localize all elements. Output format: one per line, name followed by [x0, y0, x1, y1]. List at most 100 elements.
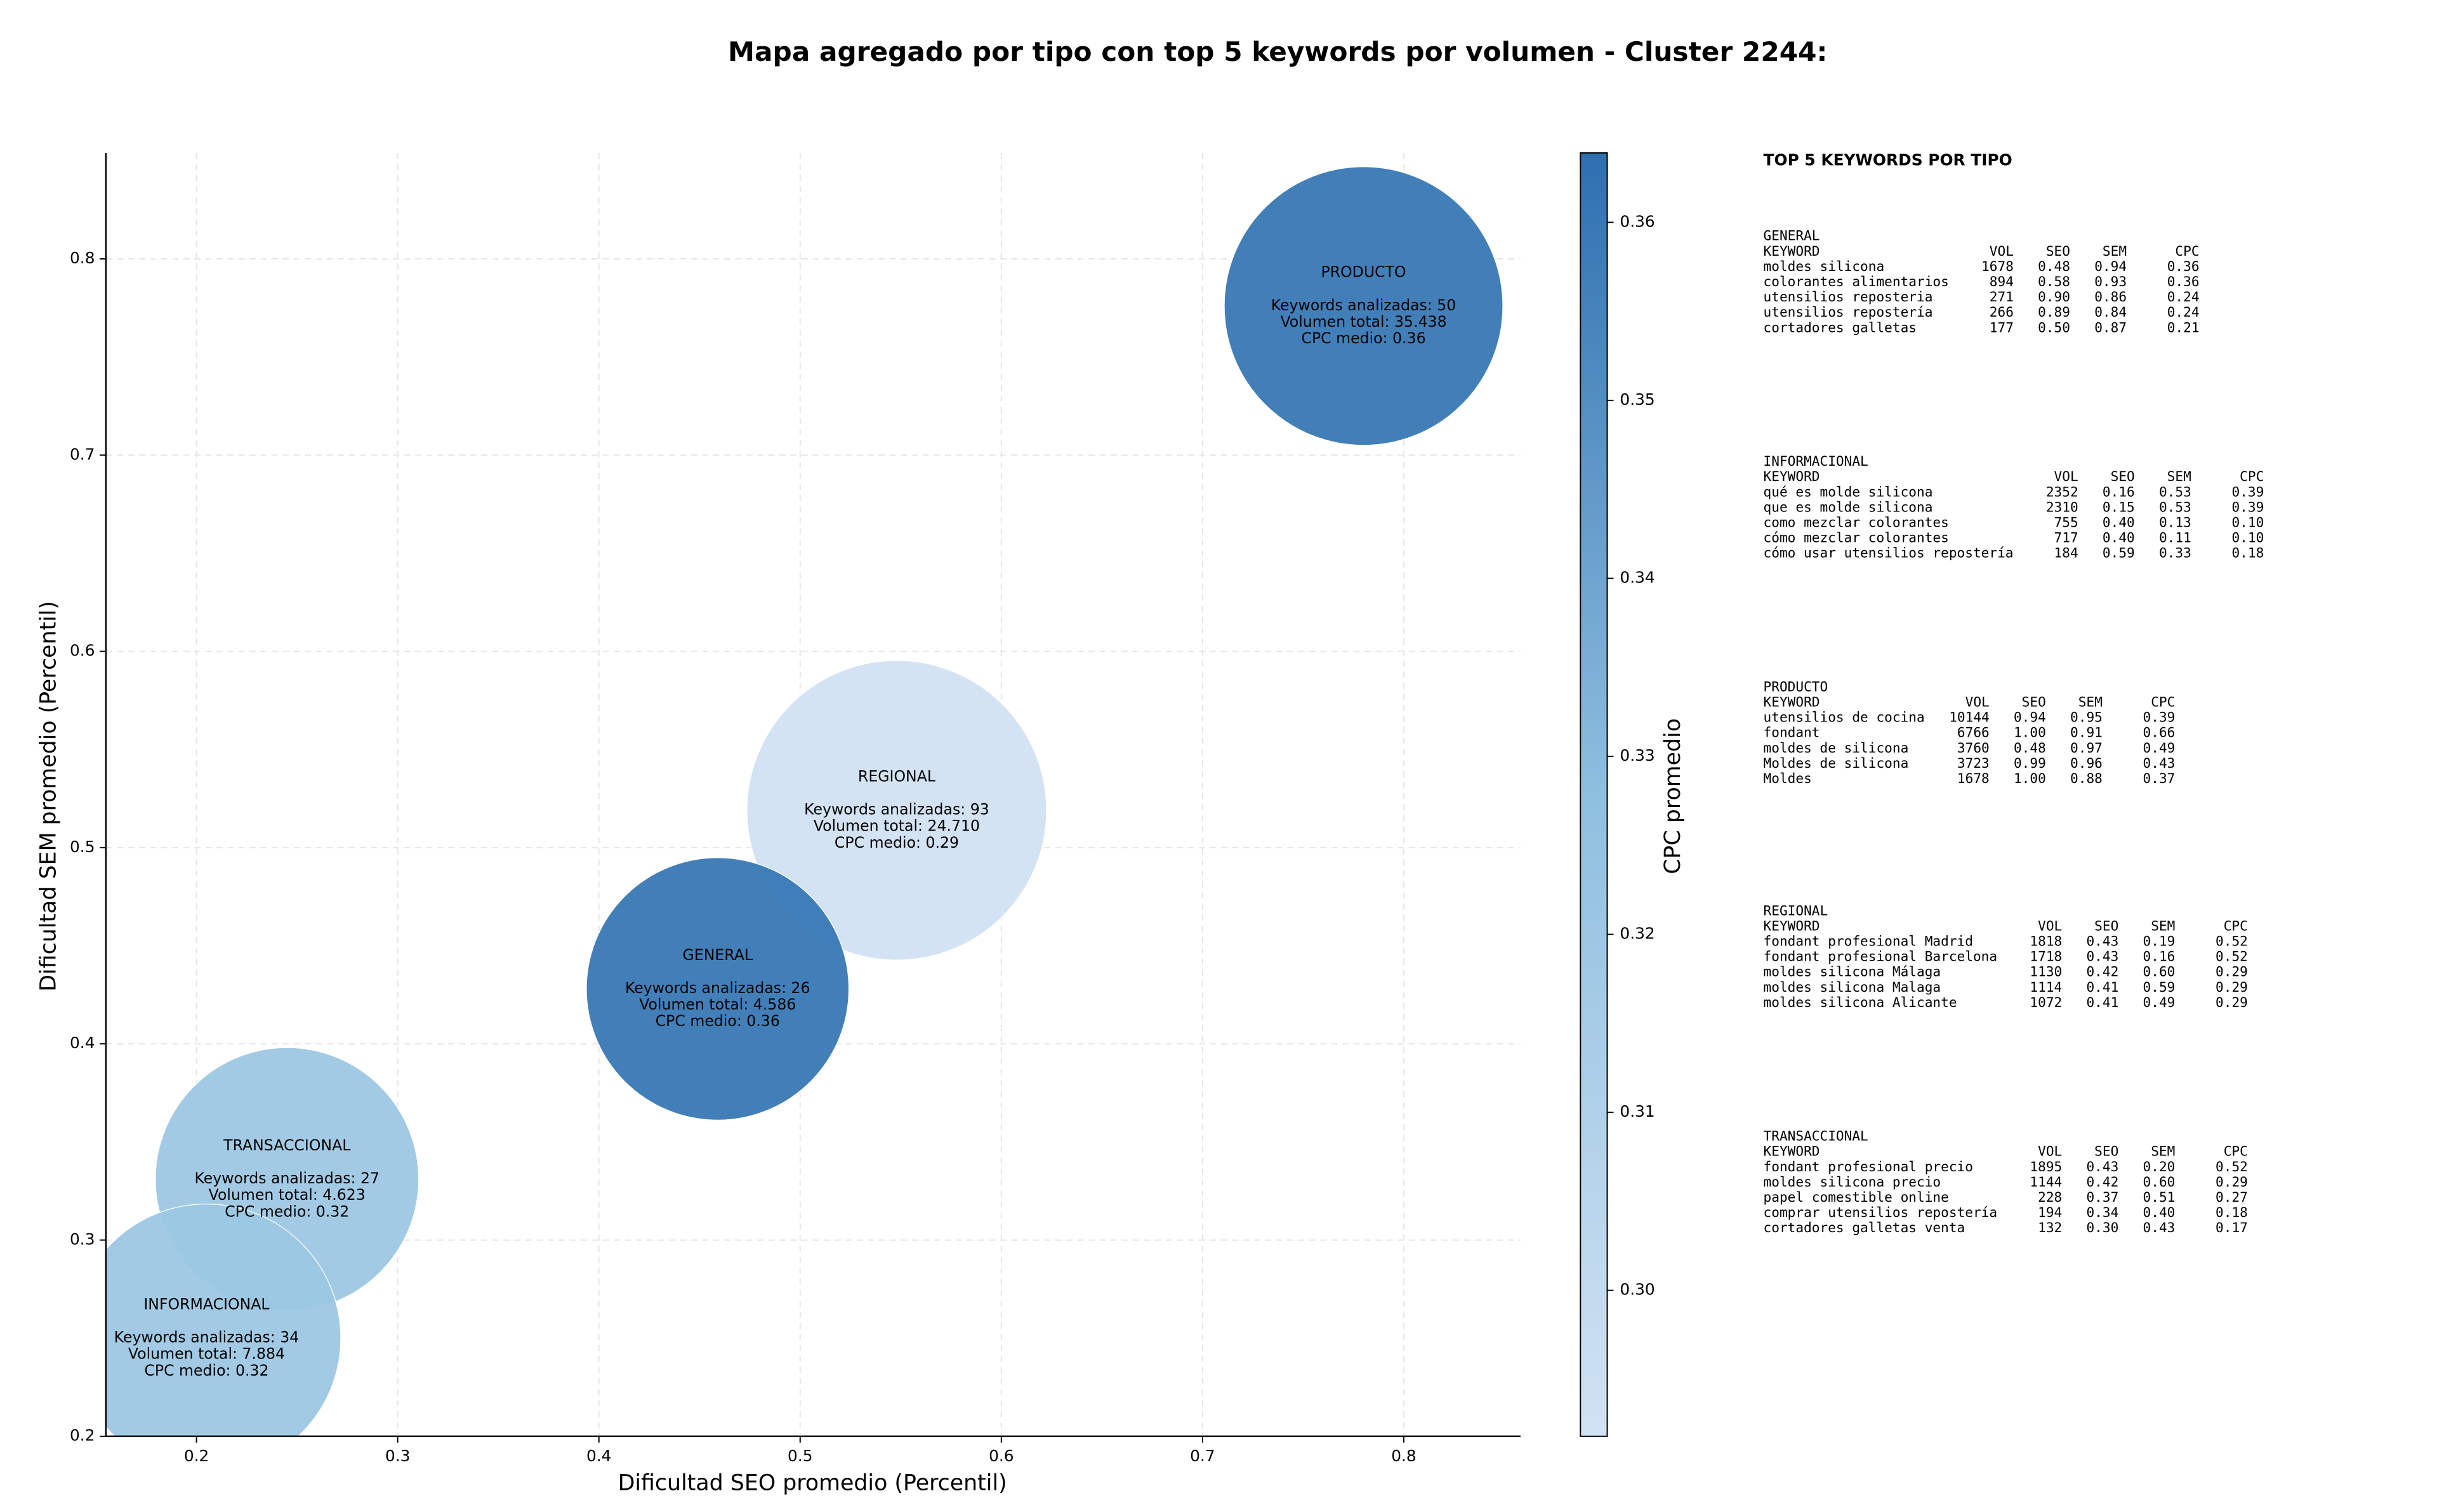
cell-value: 184 [2054, 545, 2078, 561]
bubble-volume: Volumen total: 7.884 [128, 1345, 285, 1363]
cell-value: 1144 [2030, 1174, 2062, 1190]
cell-value: 1678 [1981, 258, 2014, 274]
cell-value: 717 [2054, 530, 2078, 546]
bubble [586, 857, 850, 1121]
cell-value: 0.29 [2216, 1174, 2248, 1190]
cell-value: 3723 [1957, 755, 1990, 771]
bubble-name: PRODUCTO [1321, 263, 1406, 281]
bubble-name: GENERAL [683, 946, 753, 964]
cell-value: 0.94 [2094, 258, 2127, 274]
panel-title: TOP 5 KEYWORDS POR TIPO [1764, 150, 2012, 169]
column-header: CPC [2240, 468, 2264, 484]
y-tick-label: 0.8 [70, 249, 95, 267]
cell-keyword: qué es molde silicona [1764, 483, 1933, 499]
cell-value: 0.19 [2143, 933, 2176, 949]
group-name: TRANSACCIONAL [1764, 1128, 1868, 1144]
cell-value: 0.29 [2216, 994, 2248, 1010]
bubble-keywords: Keywords analizadas: 93 [804, 801, 989, 818]
column-header: VOL [2038, 1143, 2062, 1159]
x-tick-label: 0.8 [1391, 1447, 1417, 1465]
column-header: SEM [2078, 694, 2103, 710]
cell-value: 271 [1990, 289, 2014, 305]
cell-value: 1818 [2030, 933, 2062, 949]
x-tick-label: 0.2 [184, 1447, 209, 1465]
cell-keyword: moldes silicona [1764, 258, 1885, 274]
cell-value: 0.48 [2014, 740, 2046, 756]
cell-value: 0.29 [2216, 979, 2248, 995]
cell-value: 894 [1990, 273, 2014, 289]
x-tick-label: 0.4 [586, 1447, 612, 1465]
cell-value: 0.13 [2159, 514, 2191, 530]
cell-value: 0.43 [2086, 1159, 2118, 1174]
cell-value: 3760 [1957, 740, 1990, 756]
cell-value: 0.53 [2159, 483, 2191, 499]
cell-value: 0.58 [2038, 273, 2070, 289]
y-tick-label: 0.5 [70, 838, 95, 856]
cell-value: 0.15 [2103, 499, 2135, 515]
cell-value: 0.52 [2216, 1159, 2248, 1174]
cell-value: 0.40 [2103, 530, 2135, 546]
bubble-keywords: Keywords analizadas: 27 [194, 1169, 380, 1187]
cell-value: 0.21 [2167, 319, 2200, 335]
cell-value: 0.16 [2103, 483, 2135, 499]
cell-value: 0.10 [2231, 514, 2264, 530]
cell-value: 2352 [2046, 483, 2078, 499]
cell-keyword: cortadores galletas [1764, 319, 1917, 335]
group-name: REGIONAL [1764, 902, 1828, 918]
group-name: INFORMACIONAL [1764, 453, 1868, 469]
column-header: SEO [2046, 243, 2070, 259]
cell-value: 0.40 [2103, 514, 2135, 530]
cell-keyword: fondant profesional Madrid [1764, 933, 1973, 949]
cell-value: 0.49 [2143, 994, 2176, 1010]
cell-value: 0.60 [2143, 964, 2176, 980]
cell-value: 1895 [2030, 1159, 2062, 1174]
column-header: KEYWORD [1764, 917, 1820, 933]
cell-value: 0.96 [2070, 755, 2103, 771]
cell-value: 0.90 [2038, 289, 2070, 305]
cell-value: 1072 [2030, 994, 2062, 1010]
cell-value: 0.10 [2231, 530, 2264, 546]
y-tick-label: 0.3 [70, 1230, 95, 1248]
bubble-name: INFORMACIONAL [143, 1295, 270, 1313]
bubble-cpc: CPC medio: 0.32 [225, 1202, 349, 1220]
column-header: VOL [2054, 468, 2078, 484]
cell-value: 0.17 [2216, 1219, 2248, 1235]
cell-value: 0.11 [2159, 530, 2191, 546]
colorbar-tick-label: 0.35 [1620, 390, 1654, 409]
column-header: CPC [2175, 243, 2199, 259]
x-axis-label: Dificultad SEO promedio (Percentil) [618, 1470, 1007, 1496]
column-header: KEYWORD [1764, 243, 1820, 259]
bubble-volume: Volumen total: 24.710 [814, 817, 980, 835]
column-header: SEO [2022, 694, 2046, 710]
cell-value: 1.00 [2014, 770, 2046, 786]
cell-value: 0.41 [2086, 979, 2118, 995]
cell-value: 194 [2038, 1204, 2062, 1220]
bubble [1224, 166, 1503, 446]
column-header: KEYWORD [1764, 694, 1820, 710]
cell-value: 0.34 [2086, 1204, 2118, 1220]
cell-keyword: moldes silicona Malaga [1764, 979, 1941, 995]
cell-value: 132 [2038, 1219, 2062, 1235]
colorbar-tick-label: 0.32 [1620, 924, 1654, 943]
column-header: CPC [2224, 917, 2248, 933]
cell-value: 228 [2038, 1189, 2062, 1205]
cell-keyword: utensilios repostería [1764, 304, 1933, 320]
column-header: KEYWORD [1764, 1143, 1820, 1159]
cell-value: 0.66 [2143, 725, 2176, 740]
cell-keyword: moldes silicona Málaga [1764, 964, 1941, 980]
cell-value: 0.43 [2143, 1219, 2176, 1235]
chart-title: Mapa agregado por tipo con top 5 keyword… [728, 36, 1827, 67]
column-header: VOL [1990, 243, 2014, 259]
bubble-cpc: CPC medio: 0.36 [656, 1012, 780, 1030]
cell-value: 0.43 [2086, 933, 2118, 949]
column-header: KEYWORD [1764, 468, 1820, 484]
bubble [746, 660, 1047, 961]
cell-value: 0.51 [2143, 1189, 2176, 1205]
cell-keyword: comprar utensilios repostería [1764, 1204, 1998, 1220]
cell-value: 0.60 [2143, 1174, 2176, 1190]
y-tick-label: 0.7 [70, 445, 95, 463]
bubble [105, 1204, 341, 1436]
cell-value: 1.00 [2014, 725, 2046, 740]
cell-value: 6766 [1957, 725, 1990, 740]
